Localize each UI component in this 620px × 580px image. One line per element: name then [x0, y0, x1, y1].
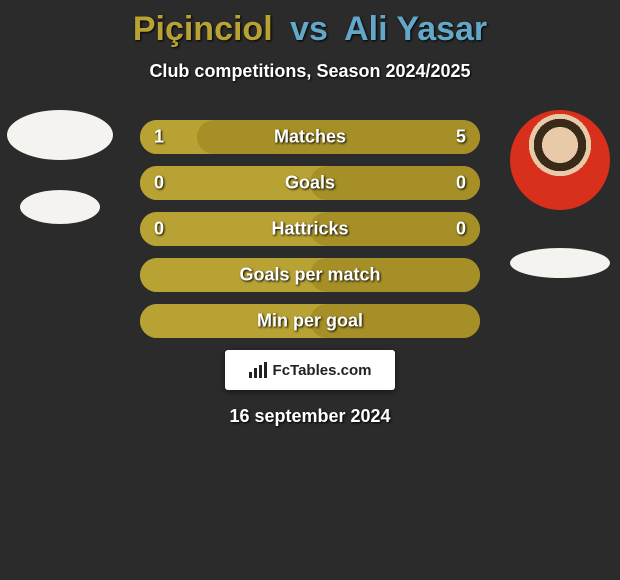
- player2-name: Ali Yasar: [344, 10, 487, 48]
- vs-label: vs: [290, 10, 328, 48]
- player2-side: [500, 110, 620, 278]
- stat-label: Goals per match: [140, 265, 480, 286]
- stat-row: 1 Matches 5: [140, 120, 480, 154]
- stats-bars: 1 Matches 5 0 Goals 0 0 Hattricks 0 Goal…: [140, 120, 480, 427]
- player1-avatar: [7, 110, 113, 160]
- date-label: 16 september 2024: [140, 406, 480, 427]
- stat-row: 0 Hattricks 0: [140, 212, 480, 246]
- comparison-title: Piçinciol vs Ali Yasar: [0, 0, 620, 49]
- branding-text: FcTables.com: [273, 362, 372, 379]
- chart-icon: [249, 362, 269, 378]
- branding-badge: FcTables.com: [225, 350, 395, 390]
- stat-row: Goals per match: [140, 258, 480, 292]
- subtitle: Club competitions, Season 2024/2025: [0, 61, 620, 82]
- stat-value-right: 0: [456, 219, 466, 240]
- player2-avatar: [510, 110, 610, 210]
- stat-value-right: 0: [456, 173, 466, 194]
- player2-club-badge: [510, 248, 610, 278]
- stat-label: Matches: [140, 127, 480, 148]
- stat-row: 0 Goals 0: [140, 166, 480, 200]
- stat-label: Hattricks: [140, 219, 480, 240]
- stat-row: Min per goal: [140, 304, 480, 338]
- stat-label: Min per goal: [140, 311, 480, 332]
- player1-name: Piçinciol: [133, 10, 273, 48]
- player1-side: [0, 110, 120, 224]
- stat-value-right: 5: [456, 127, 466, 148]
- stat-label: Goals: [140, 173, 480, 194]
- player1-club-badge: [20, 190, 100, 224]
